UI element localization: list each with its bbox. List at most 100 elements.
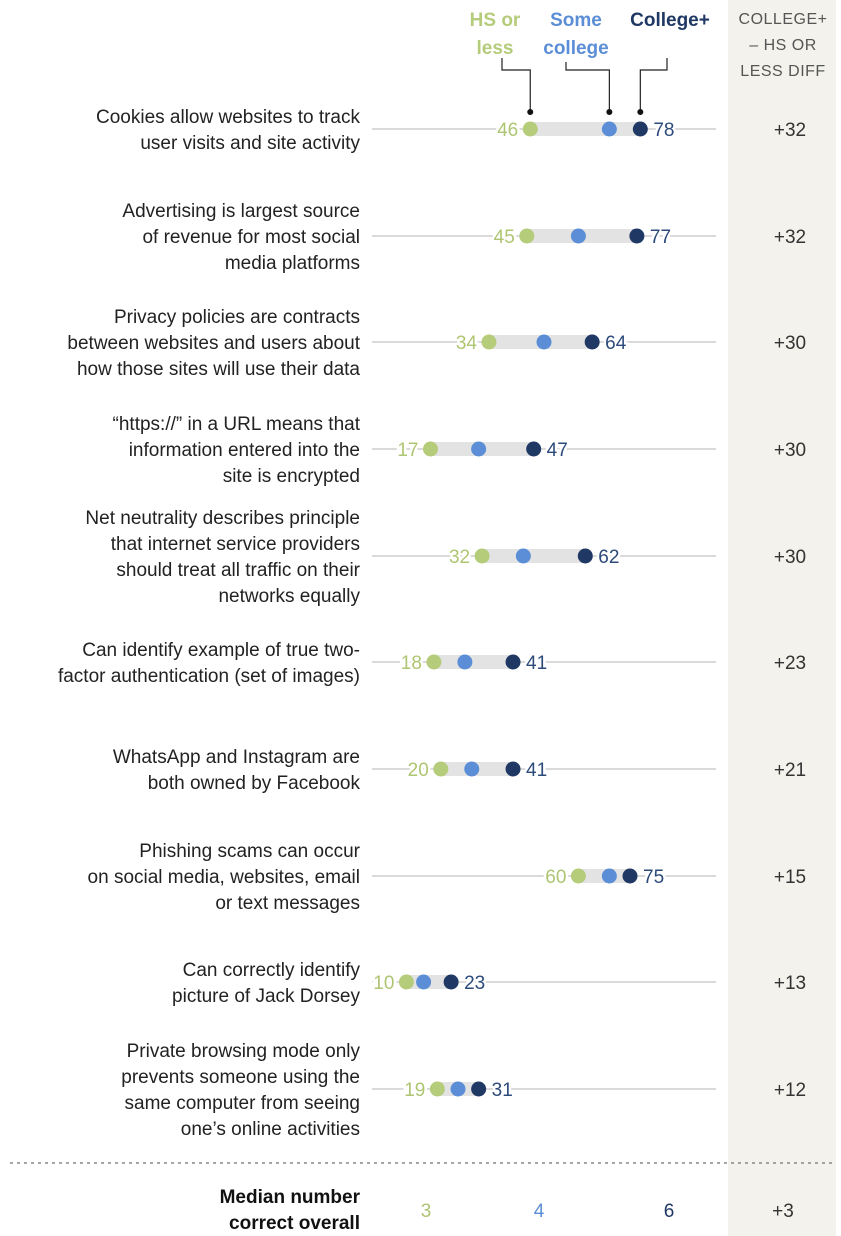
row: Cookies allow websites to track user visi… xyxy=(96,107,806,154)
dot-hs xyxy=(481,334,497,350)
row: “https://” in a URL means that informatio… xyxy=(113,414,807,487)
legend-some-label: Some xyxy=(550,10,602,31)
value-hs-label: 19 xyxy=(404,1080,425,1101)
row-label: between websites and users about xyxy=(67,333,360,354)
dot-college xyxy=(577,548,593,564)
value-hs-label: 34 xyxy=(456,333,478,354)
dot-some xyxy=(570,228,586,244)
row: Advertising is largest source of revenue … xyxy=(122,201,806,274)
dot-hs xyxy=(422,441,438,457)
row: Net neutrality describes principle that i… xyxy=(85,508,806,607)
row-label: should treat all traffic on their xyxy=(116,560,360,581)
dot-college xyxy=(629,228,645,244)
diff-header-line: – HS OR xyxy=(749,37,817,54)
value-hs-label: 60 xyxy=(545,867,566,888)
dot-hs xyxy=(433,761,449,777)
dot-some xyxy=(471,441,487,457)
dot-college xyxy=(584,334,600,350)
dot-hs xyxy=(570,868,586,884)
dot-hs xyxy=(426,654,442,670)
dot-college xyxy=(526,441,542,457)
row-label: prevents someone using the xyxy=(121,1067,360,1088)
diff-header: COLLEGE+ – HS OR LESS DIFF xyxy=(739,11,828,80)
value-college-label: 75 xyxy=(643,867,664,888)
row-label: Can identify example of true two- xyxy=(82,640,360,661)
value-college-label: 41 xyxy=(526,760,547,781)
range-bar xyxy=(530,122,641,136)
row-label: Can correctly identify xyxy=(183,960,361,981)
row-label: or text messages xyxy=(215,893,360,914)
row-label: factor authentication (set of images) xyxy=(58,666,360,687)
dot-college xyxy=(622,868,638,884)
diff-value: +30 xyxy=(774,333,806,354)
row: Privacy policies are contracts between we… xyxy=(67,307,806,380)
legend: HS or less Some college College+ xyxy=(470,10,710,115)
value-hs-label: 20 xyxy=(408,760,429,781)
median-row: Median number correct overall 3 4 6 +3 xyxy=(220,1187,794,1234)
row: Private browsing mode only prevents someo… xyxy=(121,1041,806,1140)
diff-header-line: LESS DIFF xyxy=(740,63,825,80)
row-label: media platforms xyxy=(225,253,360,274)
row-label: Advertising is largest source xyxy=(122,201,360,222)
row-label: “https://” in a URL means that xyxy=(113,414,361,435)
row-label: Private browsing mode only xyxy=(127,1041,361,1062)
legend-some-connector xyxy=(565,62,613,115)
dot-hs xyxy=(429,1081,445,1097)
median-diff-value: +3 xyxy=(772,1201,794,1222)
median-label: correct overall xyxy=(229,1213,360,1234)
value-college-label: 62 xyxy=(598,547,619,568)
diff-value: +13 xyxy=(774,973,806,994)
row-label: networks equally xyxy=(218,586,360,607)
row: Phishing scams can occur on social media,… xyxy=(88,841,807,914)
value-hs-label: 46 xyxy=(497,120,518,141)
row: Can identify example of true two-factor … xyxy=(58,640,806,687)
diff-header-line: COLLEGE+ xyxy=(739,11,828,28)
legend-hs-label: HS or xyxy=(470,10,521,31)
dot-hs xyxy=(522,121,538,137)
value-hs-label: 17 xyxy=(397,440,418,461)
row-label: that internet service providers xyxy=(111,534,360,555)
diff-value: +32 xyxy=(774,227,806,248)
row-label: information entered into the xyxy=(129,440,360,461)
row-label: Phishing scams can occur xyxy=(139,841,360,862)
value-college-label: 78 xyxy=(653,120,674,141)
dot-college xyxy=(505,654,521,670)
row-label: both owned by Facebook xyxy=(148,773,361,794)
row-label: how those sites will use their data xyxy=(77,359,360,380)
range-bar xyxy=(482,549,586,563)
diff-value: +30 xyxy=(774,440,806,461)
dot-some xyxy=(536,334,552,350)
median-some-value: 4 xyxy=(534,1201,545,1222)
value-college-label: 47 xyxy=(547,440,568,461)
diff-value: +32 xyxy=(774,120,806,141)
diff-value: +21 xyxy=(774,760,806,781)
diff-column-background xyxy=(728,0,836,1236)
value-hs-label: 32 xyxy=(449,547,470,568)
value-hs-label: 45 xyxy=(494,227,515,248)
dot-hs xyxy=(474,548,490,564)
legend-hs-label: less xyxy=(477,38,514,59)
dot-some xyxy=(601,121,617,137)
dot-some xyxy=(464,761,480,777)
dot-some xyxy=(515,548,531,564)
dot-some xyxy=(601,868,617,884)
legend-hs-connector xyxy=(501,58,534,115)
legend-college-connector xyxy=(637,58,668,115)
dot-some xyxy=(416,974,432,990)
value-college-label: 41 xyxy=(526,653,547,674)
value-college-label: 31 xyxy=(492,1080,513,1101)
value-college-label: 77 xyxy=(650,227,671,248)
diff-value: +12 xyxy=(774,1080,806,1101)
row-label: user visits and site activity xyxy=(140,133,360,154)
row-label: Privacy policies are contracts xyxy=(114,307,360,328)
dot-some xyxy=(450,1081,466,1097)
row-label: Net neutrality describes principle xyxy=(85,508,360,529)
value-hs-label: 10 xyxy=(373,973,394,994)
row-label: WhatsApp and Instagram are xyxy=(113,747,360,768)
dot-hs xyxy=(519,228,535,244)
dot-college xyxy=(471,1081,487,1097)
value-college-label: 64 xyxy=(605,333,627,354)
range-bar xyxy=(433,655,514,669)
value-hs-label: 18 xyxy=(401,653,422,674)
